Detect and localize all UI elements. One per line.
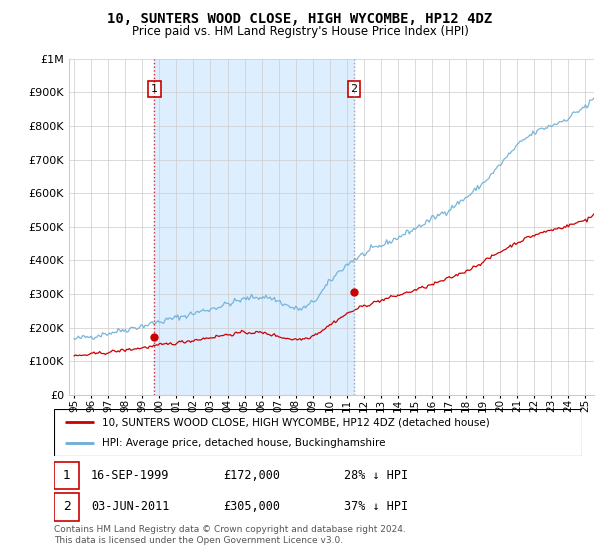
Text: HPI: Average price, detached house, Buckinghamshire: HPI: Average price, detached house, Buck… bbox=[101, 438, 385, 448]
FancyBboxPatch shape bbox=[54, 461, 79, 489]
Text: Contains HM Land Registry data © Crown copyright and database right 2024.
This d: Contains HM Land Registry data © Crown c… bbox=[54, 525, 406, 545]
Text: Price paid vs. HM Land Registry's House Price Index (HPI): Price paid vs. HM Land Registry's House … bbox=[131, 25, 469, 38]
Text: 37% ↓ HPI: 37% ↓ HPI bbox=[344, 501, 409, 514]
Text: 16-SEP-1999: 16-SEP-1999 bbox=[91, 469, 169, 482]
Text: 28% ↓ HPI: 28% ↓ HPI bbox=[344, 469, 409, 482]
Text: £172,000: £172,000 bbox=[223, 469, 280, 482]
Text: 10, SUNTERS WOOD CLOSE, HIGH WYCOMBE, HP12 4DZ (detached house): 10, SUNTERS WOOD CLOSE, HIGH WYCOMBE, HP… bbox=[101, 417, 489, 427]
Text: 2: 2 bbox=[350, 84, 358, 94]
Text: 10, SUNTERS WOOD CLOSE, HIGH WYCOMBE, HP12 4DZ: 10, SUNTERS WOOD CLOSE, HIGH WYCOMBE, HP… bbox=[107, 12, 493, 26]
Bar bbox=[154, 59, 354, 395]
Text: 2: 2 bbox=[63, 501, 71, 514]
FancyBboxPatch shape bbox=[54, 493, 79, 521]
Text: £305,000: £305,000 bbox=[223, 501, 280, 514]
Text: 1: 1 bbox=[151, 84, 158, 94]
Text: 03-JUN-2011: 03-JUN-2011 bbox=[91, 501, 169, 514]
Text: 1: 1 bbox=[63, 469, 71, 482]
